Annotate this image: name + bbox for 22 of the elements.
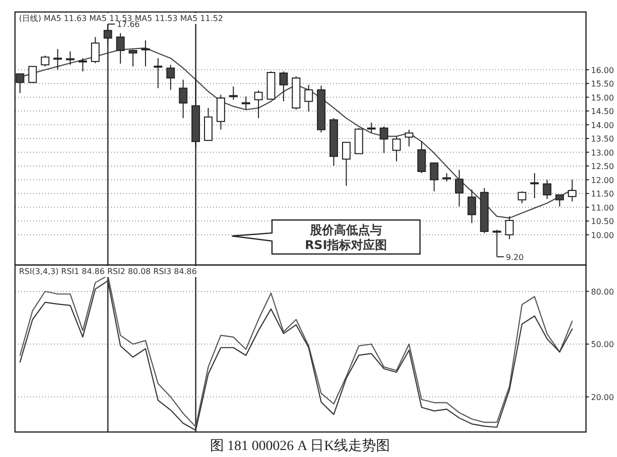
caption: 图 181 000026 A 日K线走势图 (210, 438, 390, 454)
annotation: 9.20 (506, 252, 524, 262)
y-tick-label: 15.50 (591, 80, 614, 88)
annotation: RSI指标对应图 (304, 238, 388, 252)
y-tick-label: 11.50 (591, 190, 614, 198)
y-tick-label: 14.50 (591, 107, 614, 116)
y-tick-label: 13.00 (591, 148, 614, 158)
y-tick-label: 12.00 (591, 176, 614, 185)
y-tick-label: 14.00 (591, 120, 614, 130)
annotation: 股价高低点与 (309, 223, 382, 237)
y-tick-label: 20.00 (591, 392, 614, 402)
y-tick-label: 50.00 (591, 340, 614, 350)
y-tick-label: 13.50 (591, 134, 614, 144)
annotation: RSI(3,4,3) RSI1 84.86 RSI2 80.08 RSI3 84.86 (19, 267, 197, 276)
y-tick-label: 10.50 (591, 217, 614, 226)
y-tick-label: 80.00 (591, 287, 614, 296)
y-tick-label: 15.00 (591, 93, 614, 102)
y-tick-label: 12.50 (591, 162, 614, 171)
y-tick-label: 11.00 (591, 203, 614, 212)
annotation: 17.66 (116, 20, 140, 30)
y-tick-label: 10.00 (591, 230, 614, 240)
y-tick-label: 16.00 (591, 66, 614, 75)
